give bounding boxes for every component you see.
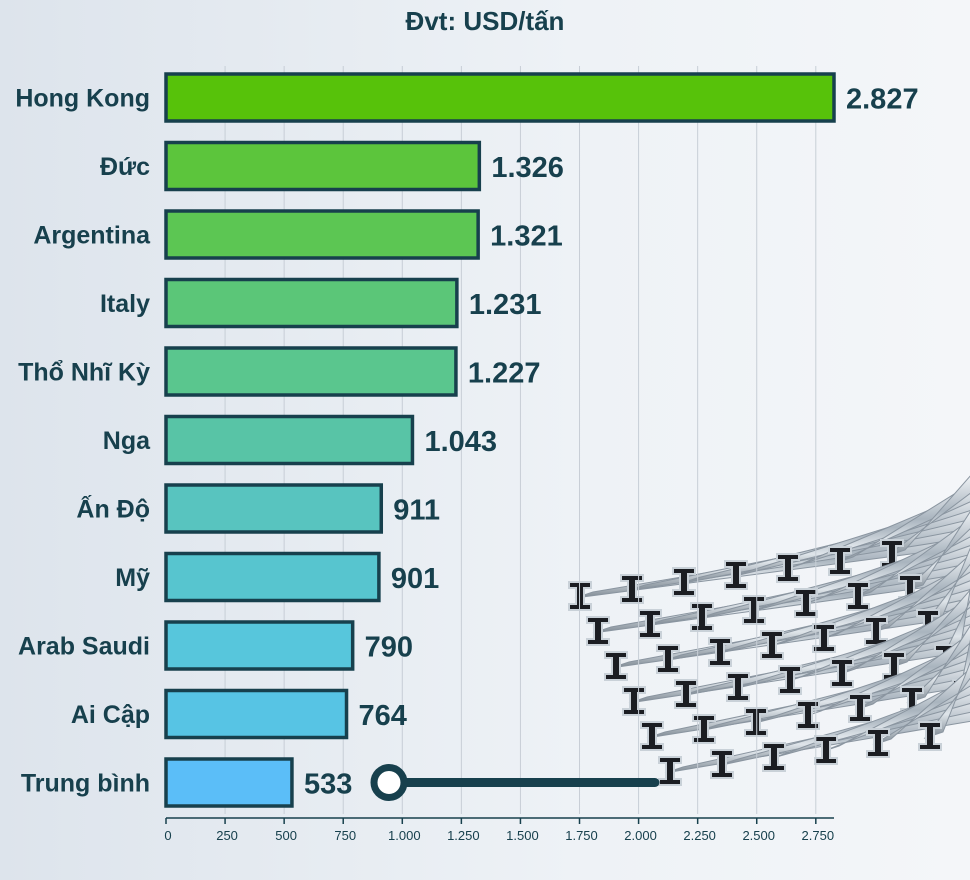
x-tick-label: 750 bbox=[334, 828, 356, 843]
value-label: 1.326 bbox=[491, 152, 564, 184]
rail-end bbox=[742, 595, 766, 625]
rail-end bbox=[726, 672, 750, 702]
rail-end bbox=[794, 588, 818, 618]
bar bbox=[164, 620, 355, 671]
category-label: Argentina bbox=[33, 222, 151, 250]
x-tick-label: 2.500 bbox=[742, 828, 775, 843]
category-label: Đức bbox=[100, 153, 150, 181]
category-label: Nga bbox=[103, 427, 151, 455]
connector-dot bbox=[370, 764, 408, 801]
category-label: Trung bình bbox=[21, 770, 150, 798]
value-label: 901 bbox=[391, 563, 439, 595]
rail bbox=[766, 571, 970, 648]
rail-end bbox=[796, 700, 820, 730]
steel-rails-illustration-icon bbox=[568, 475, 970, 786]
rail bbox=[906, 625, 970, 704]
rail-end bbox=[744, 707, 768, 737]
rail-end bbox=[620, 574, 644, 604]
bar bbox=[164, 209, 480, 260]
category-label: Hong Kong bbox=[15, 85, 150, 113]
rail bbox=[888, 589, 970, 669]
rail bbox=[904, 511, 970, 592]
rail-end bbox=[656, 644, 680, 674]
bar bbox=[164, 140, 482, 192]
rail-end bbox=[724, 560, 748, 590]
category-label: Italy bbox=[100, 290, 150, 318]
category-label: Arab Saudi bbox=[18, 633, 150, 661]
rail bbox=[872, 668, 970, 746]
value-label: 533 bbox=[304, 769, 352, 801]
rail bbox=[870, 554, 970, 634]
rail-end bbox=[604, 651, 628, 681]
rail-end bbox=[672, 567, 696, 597]
category-label: Ấn Độ bbox=[76, 495, 150, 524]
rail-end bbox=[812, 623, 836, 653]
category-label: Thổ Nhĩ Kỳ bbox=[18, 359, 150, 387]
category-label: Mỹ bbox=[115, 564, 150, 592]
rail-end bbox=[640, 721, 664, 751]
x-tick-label: 0 bbox=[164, 828, 171, 843]
value-label: 2.827 bbox=[846, 84, 919, 116]
x-tick-label: 1.250 bbox=[447, 828, 480, 843]
bar bbox=[164, 346, 458, 397]
rail-end bbox=[638, 609, 662, 639]
rail-end bbox=[710, 749, 734, 779]
rail-end bbox=[814, 735, 838, 765]
rail-end bbox=[658, 756, 682, 786]
rail bbox=[886, 475, 970, 557]
rail-end bbox=[762, 742, 786, 772]
bar bbox=[164, 414, 415, 466]
rail-end bbox=[692, 714, 716, 744]
rail-end bbox=[828, 546, 852, 576]
x-tick-label: 1.750 bbox=[565, 828, 598, 843]
rail-end bbox=[708, 637, 732, 667]
x-tick-label: 1.000 bbox=[388, 828, 421, 843]
bar bbox=[164, 757, 294, 808]
value-label: 1.043 bbox=[424, 426, 497, 458]
rail-end bbox=[866, 728, 890, 758]
rail-end bbox=[830, 658, 854, 688]
bar bbox=[164, 277, 459, 329]
bar bbox=[164, 551, 381, 603]
rail bbox=[784, 606, 970, 683]
x-tick-label: 2.750 bbox=[802, 828, 835, 843]
value-label: 790 bbox=[365, 632, 413, 664]
rail-end bbox=[622, 686, 646, 716]
x-tick-label: 2.000 bbox=[624, 828, 657, 843]
rail-end bbox=[778, 665, 802, 695]
unit-label: Đvt: USD/tấn bbox=[405, 6, 565, 36]
rail-end bbox=[776, 553, 800, 583]
rail bbox=[836, 597, 970, 676]
rail-end bbox=[586, 616, 610, 646]
rail bbox=[923, 661, 970, 739]
bar bbox=[164, 688, 349, 740]
rail-end bbox=[674, 679, 698, 709]
bar bbox=[164, 72, 836, 123]
rail bbox=[854, 632, 970, 711]
rail bbox=[852, 518, 970, 599]
value-label: 764 bbox=[359, 700, 407, 732]
rail-end bbox=[760, 630, 784, 660]
x-tick-label: 1.500 bbox=[506, 828, 539, 843]
rail bbox=[834, 483, 970, 564]
rail-end bbox=[918, 721, 942, 751]
rail-end bbox=[848, 693, 872, 723]
value-label: 1.321 bbox=[490, 221, 563, 253]
bar bbox=[164, 483, 384, 534]
x-tick-label: 500 bbox=[275, 828, 297, 843]
value-label: 1.231 bbox=[469, 289, 542, 321]
category-label: Ai Cập bbox=[71, 701, 150, 729]
value-label: 911 bbox=[393, 495, 440, 527]
rail bbox=[768, 685, 970, 760]
x-tick-label: 2.250 bbox=[683, 828, 716, 843]
value-label: 1.227 bbox=[468, 358, 541, 390]
x-tick-label: 250 bbox=[216, 828, 238, 843]
